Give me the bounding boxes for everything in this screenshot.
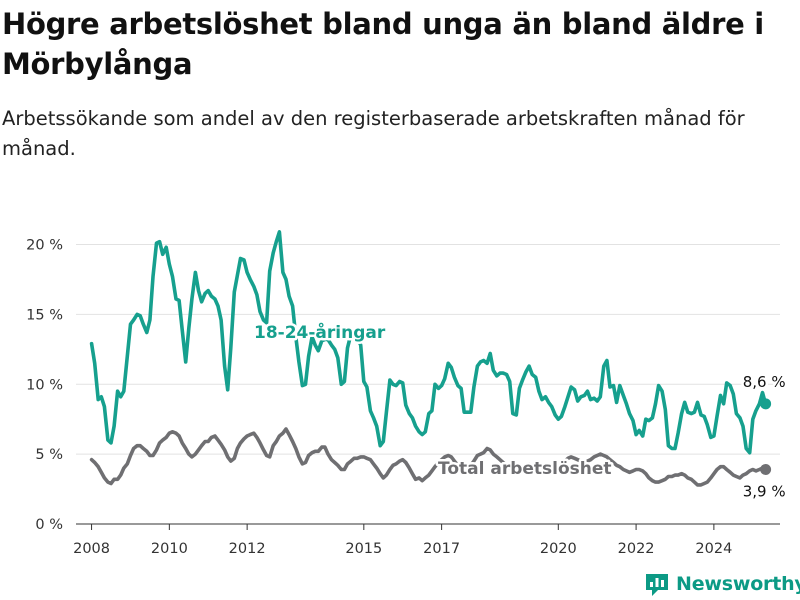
y-tick-label: 15 %	[26, 307, 63, 323]
series-lines	[89, 230, 772, 487]
youth-series-line	[89, 230, 768, 455]
chart-labels: 18-24-åringar Total arbetslöshet 8,6 % 3,9 …	[252, 319, 789, 503]
brand-name: Newsworthy	[676, 573, 800, 595]
total-series-label: Total arbetslöshet	[438, 459, 612, 479]
chart-title: Högre arbetslöshet bland unga än bland ä…	[2, 7, 764, 81]
x-tick-label: 2020	[540, 541, 577, 557]
y-tick-label: 10 %	[26, 377, 63, 393]
y-tick-label: 0 %	[35, 517, 63, 533]
axes: 0 % 5 % 10 % 15 % 20 % 2008 2010 2012 2015 2017 20…	[26, 238, 780, 557]
total-end-value-label: 3,9 %	[743, 482, 786, 500]
gridlines	[76, 244, 780, 455]
youth-series-label: 18-24-åringar	[254, 321, 386, 343]
y-tick-label: 5 %	[35, 447, 63, 463]
total-endpoint-dot	[760, 463, 772, 475]
x-tick-label: 2012	[229, 541, 266, 557]
x-tick-label: 2010	[151, 541, 188, 557]
x-tick-label: 2022	[618, 541, 655, 557]
total-series-line	[89, 427, 768, 487]
brand-logo[interactable]: Newsworthy	[644, 569, 800, 599]
x-tick-label: 2008	[73, 541, 110, 557]
y-tick-label: 20 %	[26, 238, 63, 254]
youth-end-value-label: 8,6 %	[743, 373, 786, 391]
youth-endpoint-dot	[760, 398, 772, 410]
newsworthy-logo-icon	[646, 574, 668, 596]
x-tick-label: 2017	[423, 541, 460, 557]
chart-subtitle: Arbetssökande som andel av den registerb…	[2, 107, 745, 160]
x-tick-label: 2024	[695, 541, 732, 557]
x-tick-label: 2015	[345, 541, 382, 557]
